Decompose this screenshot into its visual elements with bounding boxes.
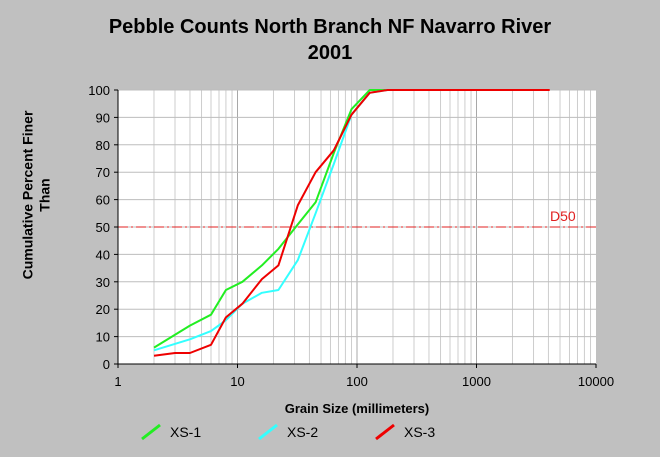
legend-swatch-xs-2 [258, 423, 278, 441]
legend-label-xs-1: XS-1 [170, 424, 202, 440]
y-tick-label: 20 [96, 302, 110, 317]
series-line-xs-3 [153, 89, 550, 357]
chart-title: Pebble Counts North Branch NF Navarro Ri… [0, 14, 660, 66]
y-tick-label: 10 [96, 330, 110, 345]
series-group [153, 89, 550, 357]
legend-label-xs-3: XS-3 [404, 424, 436, 440]
y-tick-label: 70 [96, 165, 110, 180]
legend-item-xs-1: XS-1 [140, 422, 257, 442]
reference-line-label: D50 [550, 208, 576, 224]
y-tick-label: 50 [96, 220, 110, 235]
y-tick-label: 100 [88, 83, 110, 98]
x-tick-label: 10 [230, 374, 244, 389]
legend-item-xs-3: XS-3 [374, 422, 491, 442]
legend-swatch-xs-1 [141, 423, 161, 441]
legend: XS-1 XS-2 XS-3 [140, 422, 491, 442]
y-axis-label-line-2: Than [36, 178, 53, 212]
y-tick-label: 80 [96, 138, 110, 153]
legend-item-xs-2: XS-2 [257, 422, 374, 442]
y-tick-label: 40 [96, 247, 110, 262]
chart-title-line-1: Pebble Counts North Branch NF Navarro Ri… [108, 16, 552, 38]
x-tick-label: 1000 [462, 374, 491, 389]
legend-swatch-xs-3 [375, 423, 395, 441]
x-tick-label: 100 [346, 374, 368, 389]
reference-line-group: D50 [118, 208, 596, 228]
y-axis-label: Cumulative Percent Finer Than [14, 75, 58, 315]
y-tick-label: 90 [96, 110, 110, 125]
y-axis-label-line-1: Cumulative Percent Finer [19, 110, 36, 280]
y-tick-label: 30 [96, 275, 110, 290]
series-line-xs-1 [153, 89, 388, 349]
y-tick-label: 60 [96, 193, 110, 208]
y-tick-label: 0 [103, 357, 110, 372]
x-axis-label: Grain Size (millimeters) [284, 401, 430, 416]
legend-label-xs-2: XS-2 [287, 424, 319, 440]
x-tick-label: 10000 [578, 374, 614, 389]
x-tick-label: 1 [114, 374, 121, 389]
chart-title-line-2: 2001 [307, 42, 353, 64]
